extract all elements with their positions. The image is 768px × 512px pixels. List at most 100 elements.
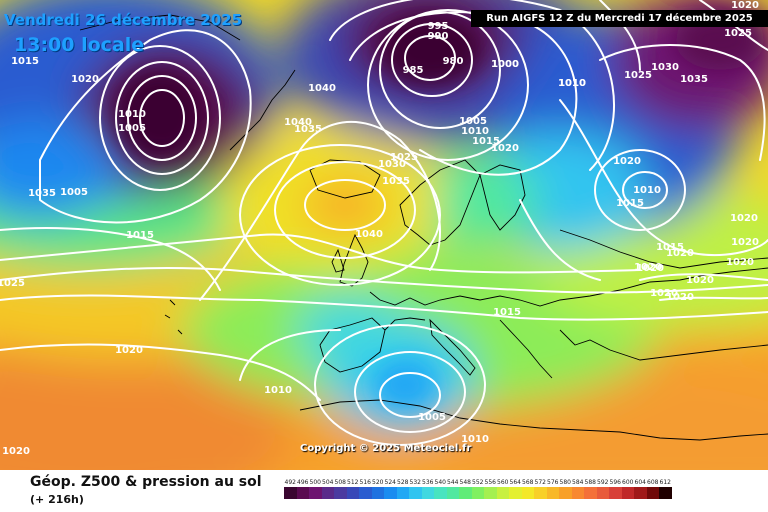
- scale-step: 524: [384, 479, 397, 499]
- scale-step: 536: [421, 479, 434, 499]
- scale-label: 548: [459, 479, 471, 486]
- scale-swatch: [371, 487, 384, 499]
- scale-swatch: [321, 487, 334, 499]
- scale-label: 492: [284, 479, 296, 486]
- scale-swatch: [584, 487, 597, 499]
- scale-label: 500: [309, 479, 321, 486]
- scale-swatch: [521, 487, 534, 499]
- scale-label: 584: [572, 479, 584, 486]
- isobar-label: 980: [443, 56, 464, 67]
- color-scale-legend: 492 496 500 504 508 512 516 520 524 528 532 536 540 5…: [284, 479, 672, 499]
- isobar-label: 1020: [2, 446, 30, 457]
- scale-step: 572: [534, 479, 547, 499]
- scale-swatch: [646, 487, 659, 499]
- scale-swatch: [546, 487, 559, 499]
- scale-label: 568: [522, 479, 534, 486]
- scale-step: 576: [546, 479, 559, 499]
- scale-label: 556: [484, 479, 496, 486]
- scale-step: 520: [371, 479, 384, 499]
- scale-swatch: [496, 487, 509, 499]
- scale-swatch: [621, 487, 634, 499]
- isobar-label: 1010: [264, 385, 292, 396]
- scale-swatch: [609, 487, 622, 499]
- scale-swatch: [634, 487, 647, 499]
- isobar-label: 1020: [731, 237, 759, 248]
- scale-step: 492: [284, 479, 297, 499]
- scale-step: 548: [459, 479, 472, 499]
- scale-swatch: [359, 487, 372, 499]
- scale-step: 544: [446, 479, 459, 499]
- scale-swatch: [571, 487, 584, 499]
- isobar-label: 1020: [726, 257, 754, 268]
- scale-label: 540: [434, 479, 446, 486]
- scale-label: 544: [447, 479, 459, 486]
- scale-step: 528: [396, 479, 409, 499]
- scale-step: 560: [496, 479, 509, 499]
- scale-step: 592: [596, 479, 609, 499]
- isobar-label: 1025: [724, 28, 752, 39]
- scale-swatch: [471, 487, 484, 499]
- isobar-label: 1035: [680, 74, 708, 85]
- isobar-label: 1005: [118, 123, 146, 134]
- scale-swatch: [559, 487, 572, 499]
- isobar-label: 1015: [472, 136, 500, 147]
- isobar-label: 1010: [558, 78, 586, 89]
- isobar-label: 990: [428, 31, 449, 42]
- isobar-label: 1020: [666, 292, 694, 303]
- scale-step: 596: [609, 479, 622, 499]
- isobar-label: 1020: [115, 345, 143, 356]
- scale-label: 580: [559, 479, 571, 486]
- isobar-label: 1015: [11, 56, 39, 67]
- isobar-label: 1010: [118, 109, 146, 120]
- run-banner: Run AIGFS 12 Z du Mercredi 17 décembre 2…: [471, 10, 768, 27]
- scale-label: 504: [322, 479, 334, 486]
- scale-swatch: [409, 487, 422, 499]
- scale-label: 576: [547, 479, 559, 486]
- isobar-label: 1005: [459, 116, 487, 127]
- scale-label: 604: [634, 479, 646, 486]
- isobar-label: 1010: [461, 434, 489, 445]
- scale-label: 524: [384, 479, 396, 486]
- scale-label: 560: [497, 479, 509, 486]
- isobar-label: 1020: [731, 0, 759, 11]
- scale-label: 612: [659, 479, 671, 486]
- isobar-label: 1030: [651, 62, 679, 73]
- scale-step: 584: [571, 479, 584, 499]
- scale-swatch: [296, 487, 309, 499]
- scale-swatch: [284, 487, 297, 499]
- scale-swatch: [459, 487, 472, 499]
- isobar-label: 1020: [686, 275, 714, 286]
- weather-map: 1015 1020 1010 1005 1000 1010 1040 1040 1035 1035…: [0, 0, 768, 470]
- date-title: Vendredi 26 décembre 2025: [4, 11, 243, 29]
- scale-step: 512: [346, 479, 359, 499]
- scale-label: 528: [397, 479, 409, 486]
- scale-swatch: [484, 487, 497, 499]
- scale-label: 572: [534, 479, 546, 486]
- isobar-label: 985: [403, 65, 424, 76]
- scale-label: 592: [597, 479, 609, 486]
- z500-field-detail: [115, 10, 765, 410]
- isobar-label: 1005: [418, 412, 446, 423]
- scale-label: 564: [509, 479, 521, 486]
- scale-label: 552: [472, 479, 484, 486]
- isobar-label: 1020: [491, 143, 519, 154]
- isobar-label: 1035: [28, 188, 56, 199]
- scale-label: 536: [422, 479, 434, 486]
- isobar-label: 1015: [616, 198, 644, 209]
- isobar-label: 1000: [491, 59, 519, 70]
- isobar-label: 1020: [636, 263, 664, 274]
- isobar-label: 1025: [624, 70, 652, 81]
- scale-swatch: [384, 487, 397, 499]
- scale-step: 568: [521, 479, 534, 499]
- isobar-label: 1020: [650, 288, 678, 299]
- isobar-label: 1040: [355, 229, 383, 240]
- scale-step: 516: [359, 479, 372, 499]
- scale-label: 600: [622, 479, 634, 486]
- scale-label: 516: [359, 479, 371, 486]
- scale-step: 540: [434, 479, 447, 499]
- scale-swatch: [509, 487, 522, 499]
- isobar-label: 1030: [378, 159, 406, 170]
- isobar-labels: 1015102010101005100010101040104010351035…: [0, 0, 759, 457]
- footer: Géop. Z500 & pression au sol (+ 216h) 49…: [0, 470, 768, 512]
- isobar-label: 1040: [308, 83, 336, 94]
